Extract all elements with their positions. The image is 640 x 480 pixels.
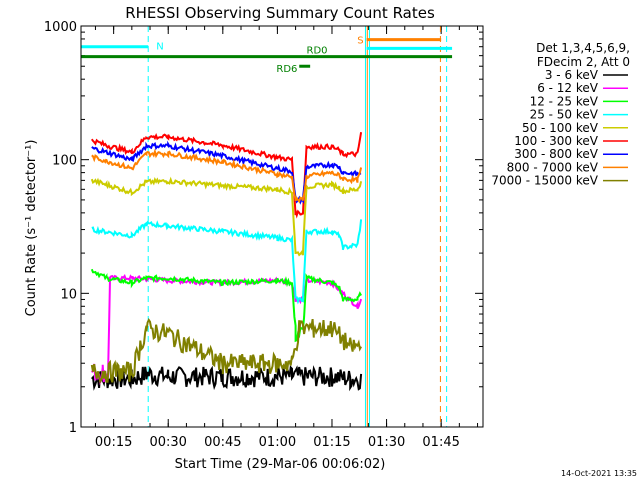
x-axis-label: Start Time (29-Mar-06 00:06:02) [175, 457, 386, 472]
flag-label: RD6 [276, 64, 297, 75]
x-tick-label: 01:30 [368, 435, 405, 450]
legend-entry-label: 100 - 300 keV [514, 134, 598, 148]
series-line-3 [90, 268, 362, 343]
series-line-5 [90, 176, 363, 257]
legend-entry-label: 25 - 50 keV [530, 108, 599, 122]
plot-frame [80, 25, 484, 428]
legend-entry-label: 6 - 12 keV [537, 81, 599, 95]
x-tick-label: 01:45 [422, 435, 459, 450]
series-line-2 [90, 273, 363, 386]
legend-entry-label: 7000 - 15000 keV [491, 174, 598, 188]
legend-entry-label: 3 - 6 keV [545, 68, 599, 82]
series-line-1 [91, 365, 363, 392]
y-tick-label: 1 [69, 421, 77, 436]
flag-label: RD0 [307, 46, 328, 57]
y-tick-label: 1000 [44, 20, 77, 35]
series-line-8 [91, 148, 363, 204]
series-line-9 [90, 317, 362, 385]
legend-entry-label: 800 - 7000 keV [507, 160, 599, 174]
legend-header-2: FDecim 2, Att 0 [537, 55, 630, 69]
series-line-7 [91, 140, 362, 205]
legend-header-1: Det 1,3,4,5,6,9, [536, 41, 630, 55]
x-tick-label: 01:00 [259, 435, 296, 450]
x-tick-label: 00:15 [95, 435, 132, 450]
x-tick-label: 00:45 [204, 435, 241, 450]
series-line-6 [90, 132, 363, 219]
y-tick-label: 10 [60, 287, 77, 302]
x-tick-label: 01:15 [313, 435, 350, 450]
footer-timestamp: 14-Oct-2021 13:35 [561, 469, 637, 478]
series-line-4 [91, 219, 363, 305]
y-axis-label: Count Rate (s⁻¹ detector⁻¹) [24, 140, 39, 317]
legend-entry-label: 50 - 100 keV [522, 121, 599, 135]
chart-title: RHESSI Observing Summary Count Rates [125, 4, 435, 22]
flag-label: N [156, 42, 163, 53]
flag-label: S [357, 36, 363, 47]
x-tick-label: 00:30 [149, 435, 186, 450]
y-tick-label: 100 [52, 154, 77, 169]
legend-entry-label: 12 - 25 keV [530, 94, 599, 108]
legend-entry-label: 300 - 800 keV [514, 147, 598, 161]
